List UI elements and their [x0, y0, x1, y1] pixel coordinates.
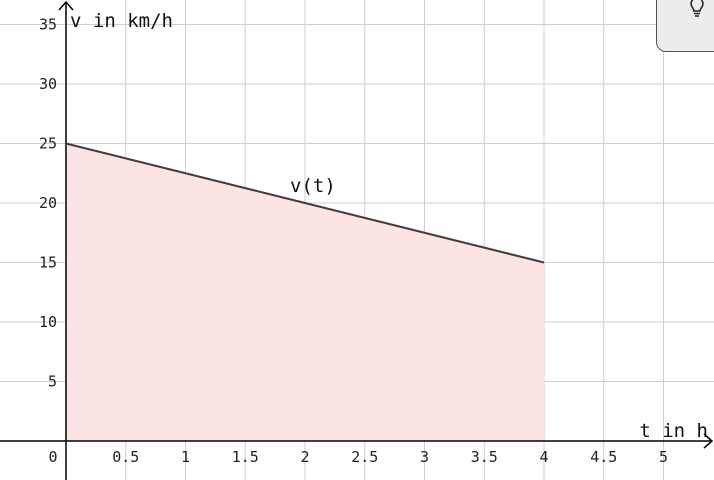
y-tick-label: 35	[39, 16, 57, 34]
x-tick-label: 1.5	[232, 448, 259, 466]
x-tick-label: 1	[181, 448, 190, 466]
y-axis-arrow	[58, 0, 74, 11]
x-tick-label: 3	[420, 448, 429, 466]
x-axis-arrow	[703, 433, 714, 449]
y-tick-label: 30	[39, 75, 57, 93]
origin-label: 0	[48, 448, 57, 466]
y-axis-label: v in km/h	[70, 10, 173, 32]
x-tick-label: 0.5	[112, 448, 139, 466]
x-tick-label: 3.5	[471, 448, 498, 466]
y-tick-label: 5	[48, 373, 57, 391]
x-tick-label: 4.5	[590, 448, 617, 466]
y-tick-label: 15	[39, 254, 57, 272]
area-under-curve	[66, 143, 544, 441]
y-tick-label: 20	[39, 194, 57, 212]
x-tick-label: 2	[300, 448, 309, 466]
lightbulb-icon	[690, 0, 704, 17]
series-line-v	[65, 142, 545, 264]
tick-labels: 0.5 1 1.5 2 2.5 3 3.5 4 4.5 5 5 10 15 20 25 30 35	[39, 16, 668, 467]
x-tick-label: 5	[659, 448, 668, 466]
y-tick-label: 25	[39, 135, 57, 153]
x-axis-label: t in h	[639, 420, 708, 442]
curve-label: v(t)	[290, 175, 336, 197]
x-tick-label: 4	[539, 448, 548, 466]
x-tick-label: 2.5	[351, 448, 378, 466]
hint-button[interactable]	[656, 0, 714, 52]
y-tick-label: 10	[39, 313, 57, 331]
